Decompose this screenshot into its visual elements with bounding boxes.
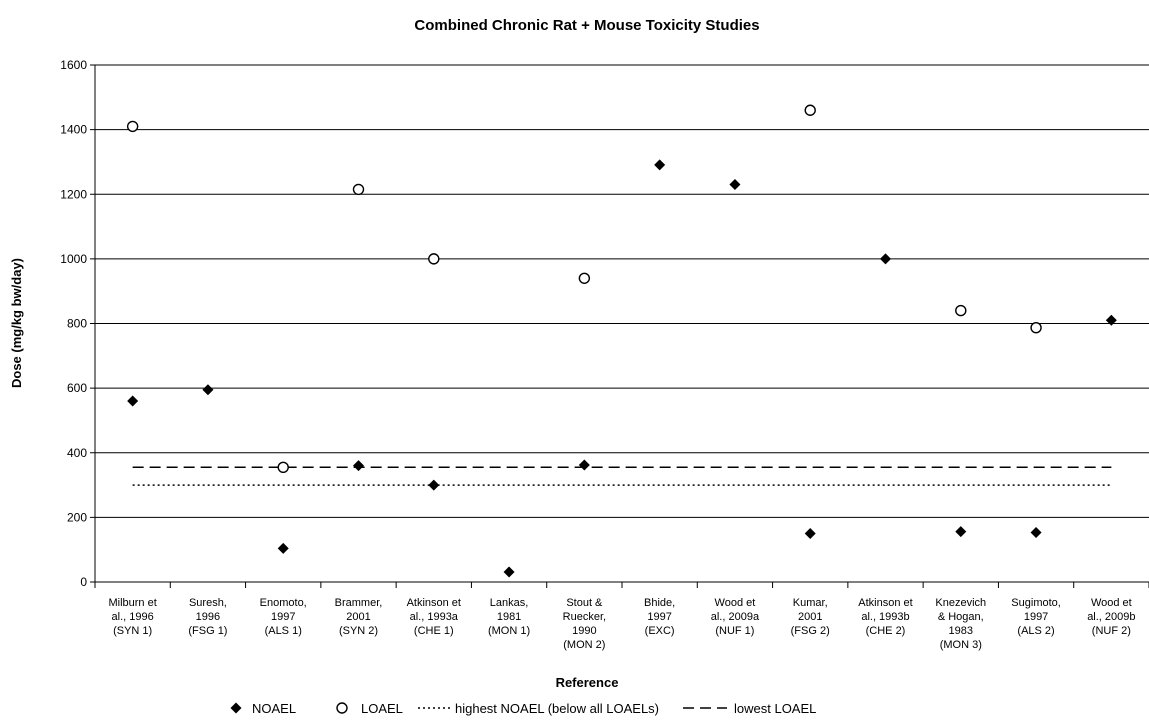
- data-points: [126, 104, 1117, 578]
- loael-point: [428, 253, 440, 265]
- x-category-label: Knezevich: [935, 597, 986, 609]
- noael-point: [202, 384, 214, 396]
- reference-lines: [132, 466, 1112, 486]
- x-category-label: (MON 2): [563, 639, 605, 651]
- x-category-label: 2001: [798, 611, 822, 623]
- noael-point: [654, 159, 666, 171]
- y-tick-label: 1600: [60, 58, 87, 72]
- loael-point: [277, 461, 289, 473]
- noael-point: [955, 526, 967, 538]
- noael-point: [578, 459, 590, 471]
- x-category-label: Sugimoto,: [1011, 597, 1061, 609]
- noael-point: [127, 395, 139, 407]
- x-category-label: (NUF 2): [1092, 625, 1131, 637]
- noael-point: [428, 479, 440, 491]
- x-category-label: Kumar,: [793, 597, 828, 609]
- x-category-label: Ruecker,: [563, 611, 606, 623]
- y-tick-label: 0: [80, 575, 87, 589]
- noael-point: [1105, 314, 1117, 326]
- x-category-label: 1997: [1024, 611, 1048, 623]
- axes: [90, 64, 1149, 588]
- x-category-label: Bhide,: [644, 597, 675, 609]
- x-category-labels: Milburn et al., 1996 (SYN 1) Suresh, 1996 (FS…: [108, 597, 1135, 651]
- noael-point: [277, 542, 289, 554]
- legend-highest-noael-label: highest NOAEL (below all LOAELs): [455, 701, 659, 716]
- x-category-label: al., 2009b: [1087, 611, 1135, 623]
- y-tick-label: 400: [67, 446, 87, 460]
- y-tick-label: 1200: [60, 187, 87, 201]
- noael-point: [503, 566, 515, 578]
- x-category-label: Wood et: [715, 597, 756, 609]
- y-tick-label: 1400: [60, 123, 87, 137]
- x-category-label: (EXC): [645, 625, 675, 637]
- x-category-label: al., 1993b: [861, 611, 909, 623]
- x-category-label: 1997: [647, 611, 671, 623]
- x-category-label: 1983: [949, 625, 973, 637]
- legend-loael-marker: [336, 702, 348, 714]
- noael-point: [729, 179, 741, 191]
- loael-point: [352, 183, 365, 196]
- x-category-label: (FSG 1): [188, 625, 227, 637]
- y-tick-label: 600: [67, 381, 87, 395]
- legend-noael-label: NOAEL: [252, 701, 296, 716]
- loael-point: [578, 272, 591, 284]
- loael-point: [955, 304, 967, 317]
- x-category-label: (ALS 1): [265, 625, 302, 637]
- x-category-label: Atkinson et: [858, 597, 912, 609]
- loael-point: [1030, 322, 1042, 334]
- x-category-label: al., 2009a: [711, 611, 760, 623]
- x-category-label: Wood et: [1091, 597, 1132, 609]
- x-category-label: (ALS 2): [1017, 625, 1054, 637]
- loael-point: [126, 120, 139, 133]
- x-category-label: 1981: [497, 611, 521, 623]
- noael-point: [1030, 527, 1042, 539]
- x-category-label: 1996: [196, 611, 220, 623]
- x-category-label: (FSG 2): [791, 625, 830, 637]
- x-category-label: Brammer,: [335, 597, 383, 609]
- x-category-label: (CHE 1): [414, 625, 454, 637]
- y-tick-label: 200: [67, 510, 87, 524]
- x-category-label: (SYN 1): [113, 625, 152, 637]
- x-category-label: (MON 3): [940, 639, 982, 651]
- legend-noael-marker: [230, 702, 242, 714]
- legend: NOAEL LOAEL highest NOAEL (below all LOAEL…: [230, 701, 816, 716]
- gridlines: [95, 64, 1149, 518]
- noael-point: [804, 528, 816, 540]
- x-category-label: al., 1996: [112, 611, 154, 623]
- loael-point: [804, 104, 816, 116]
- chart-title: Combined Chronic Rat + Mouse Toxicity St…: [414, 17, 759, 34]
- y-tick-labels: 0 200 400 600 800 1000 1200 1400 1600: [60, 58, 87, 589]
- x-category-label: al., 1993a: [410, 611, 459, 623]
- x-category-label: Stout &: [566, 597, 603, 609]
- x-category-label: & Hogan,: [938, 611, 984, 623]
- y-tick-label: 800: [67, 317, 87, 331]
- x-axis-title: Reference: [556, 675, 619, 690]
- x-category-label: Atkinson et: [407, 597, 461, 609]
- legend-loael-label: LOAEL: [361, 701, 403, 716]
- x-category-label: Lankas,: [490, 597, 529, 609]
- y-axis-title: Dose (mg/kg bw/day): [9, 258, 24, 388]
- x-category-label: Milburn et: [108, 597, 156, 609]
- noael-point: [880, 253, 891, 265]
- x-category-label: Suresh,: [189, 597, 227, 609]
- legend-lowest-loael-label: lowest LOAEL: [734, 701, 816, 716]
- x-category-label: 2001: [346, 611, 370, 623]
- x-category-label: (CHE 2): [866, 625, 906, 637]
- x-category-label: Enomoto,: [260, 597, 307, 609]
- noael-point: [353, 460, 364, 472]
- y-tick-label: 1000: [60, 252, 87, 266]
- x-category-label: 1990: [572, 625, 596, 637]
- x-category-label: 1997: [271, 611, 295, 623]
- x-category-label: (SYN 2): [339, 625, 378, 637]
- x-category-label: (MON 1): [488, 625, 530, 637]
- x-category-label: (NUF 1): [715, 625, 754, 637]
